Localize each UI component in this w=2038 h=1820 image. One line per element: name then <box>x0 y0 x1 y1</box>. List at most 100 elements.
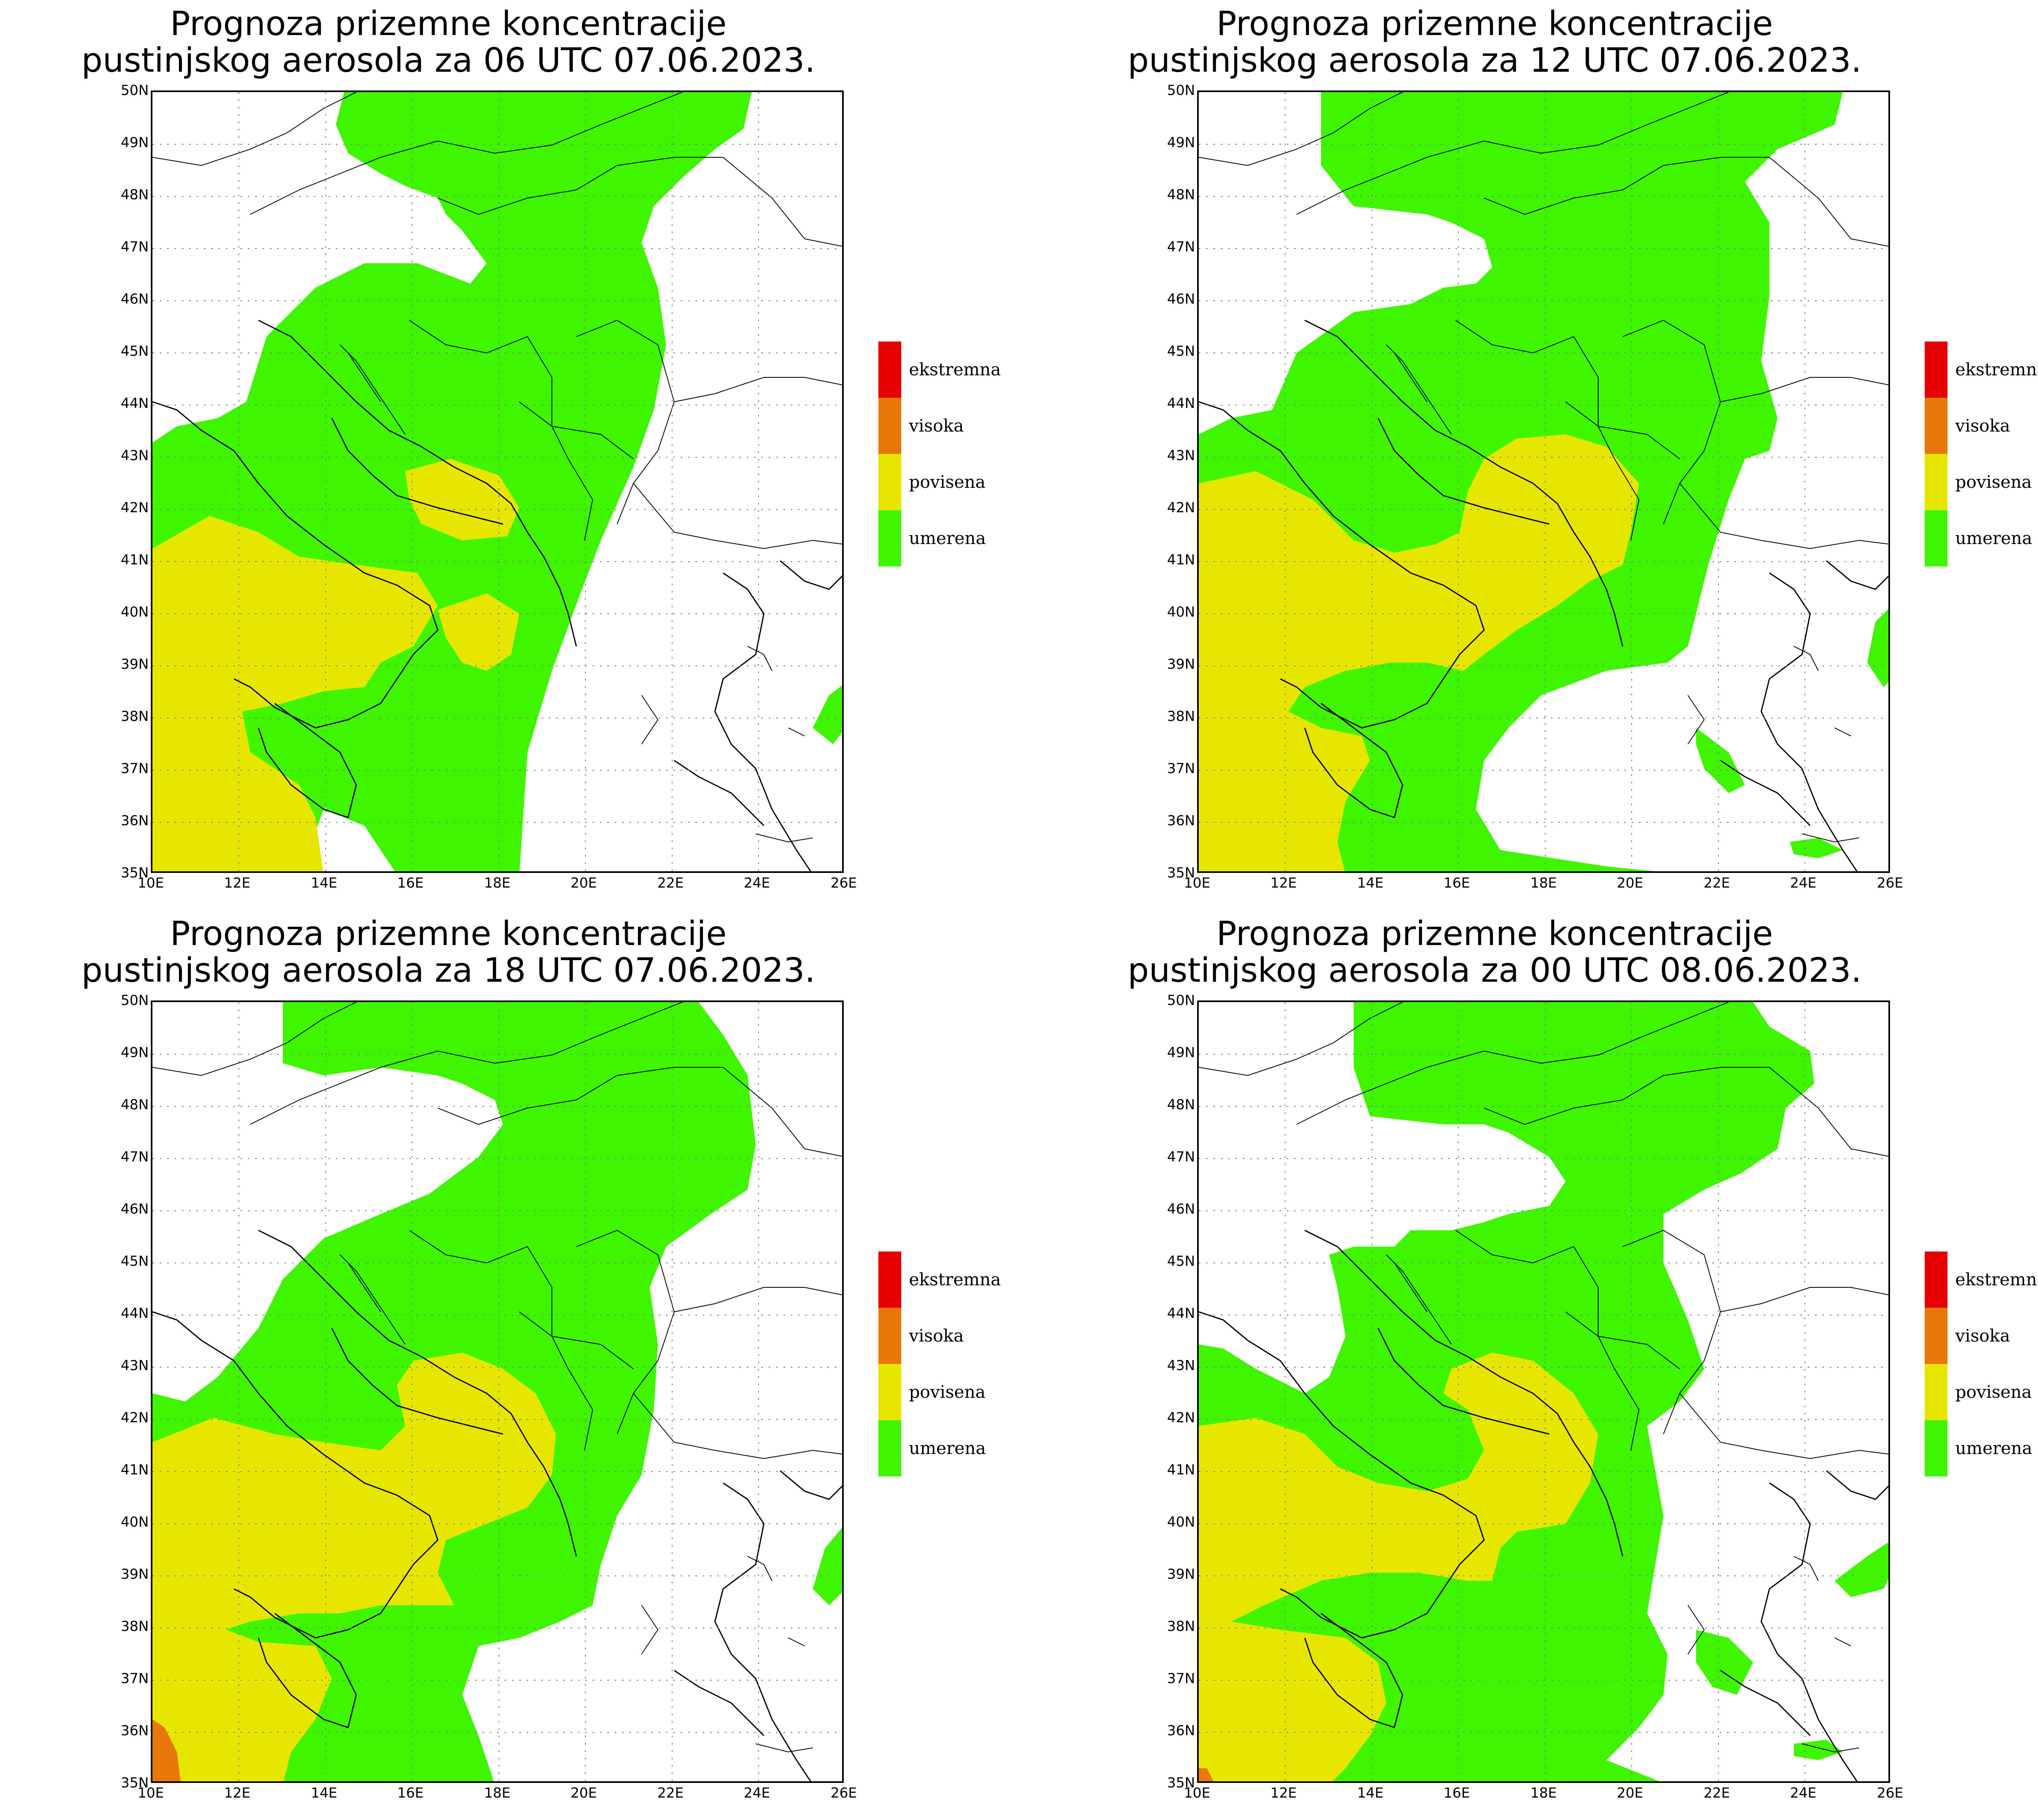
lat-label: 38N <box>121 1618 149 1635</box>
panel-title-line1: Prognoza prizemne koncentracije <box>1216 4 1773 43</box>
lon-label: 16E <box>1443 875 1470 891</box>
lon-label: 20E <box>570 1785 597 1801</box>
islands <box>340 344 813 843</box>
legend-label-ekstremna: ekstremna <box>1955 359 2038 379</box>
lat-label: 46N <box>121 1201 149 1217</box>
lat-label: 44N <box>121 1305 149 1322</box>
borders <box>1199 1002 1888 1459</box>
legend-label-visoka: visoka <box>1955 416 2010 436</box>
lat-label: 38N <box>1167 708 1195 725</box>
borders <box>152 92 842 549</box>
panel-title-line2: pustinjskog aerosola za 12 UTC 07.06.202… <box>1127 41 1862 80</box>
legend-swatch-umerena <box>878 1420 901 1476</box>
lat-label: 44N <box>1167 395 1195 412</box>
lat-label: 50N <box>121 992 149 1009</box>
lon-label: 10E <box>1184 875 1211 891</box>
lon-label: 10E <box>137 1785 164 1801</box>
lat-label: 41N <box>1167 552 1195 568</box>
legend-label-umerena: umerena <box>1955 1438 2032 1458</box>
lon-label: 18E <box>1530 875 1557 891</box>
lat-label: 44N <box>1167 1305 1195 1322</box>
lon-label: 12E <box>1270 875 1297 891</box>
lon-label: 24E <box>1790 875 1817 891</box>
panel-title-line2: pustinjskog aerosola za 06 UTC 07.06.202… <box>81 41 816 80</box>
legend-label-ekstremna: ekstremna <box>909 359 1001 379</box>
legend-label-visoka: visoka <box>909 416 964 436</box>
lon-label: 12E <box>224 1785 251 1801</box>
lat-label: 35N <box>1167 865 1195 881</box>
lat-label: 49N <box>1167 134 1195 151</box>
lat-label: 41N <box>121 552 149 568</box>
legend-label-povisena: povisena <box>1955 1382 2032 1402</box>
lat-label: 47N <box>1167 1149 1195 1165</box>
lat-label: 42N <box>121 1410 149 1426</box>
lon-label: 26E <box>830 875 857 891</box>
lon-label: 20E <box>570 875 597 891</box>
lon-label: 14E <box>1357 875 1384 891</box>
legend-swatch-povisena <box>1925 454 1948 510</box>
legend-label-ekstremna: ekstremna <box>1955 1269 2038 1289</box>
legend-swatch-ekstremna <box>1925 1252 1948 1308</box>
lon-label: 18E <box>484 875 511 891</box>
legend-swatch-visoka <box>1925 398 1948 454</box>
lat-label: 35N <box>1167 1775 1195 1791</box>
umerena-crete <box>1794 1740 1843 1760</box>
legend-swatch-ekstremna <box>878 1252 901 1308</box>
lat-label: 36N <box>1167 813 1195 829</box>
lat-label: 40N <box>121 604 149 620</box>
coastlines <box>1199 1229 1888 1781</box>
legend-label-ekstremna: ekstremna <box>909 1269 1001 1289</box>
legend-label-povisena: povisena <box>909 472 986 492</box>
lat-label: 48N <box>1167 187 1195 203</box>
lon-label: 22E <box>657 1785 684 1801</box>
lat-label: 50N <box>1167 82 1195 99</box>
umerena-small-east <box>813 685 842 744</box>
lon-label: 20E <box>1617 1785 1643 1801</box>
lat-label: 35N <box>121 1775 149 1791</box>
lat-label: 42N <box>1167 1410 1195 1426</box>
borders <box>152 1002 842 1459</box>
legend-swatch-povisena <box>1925 1364 1948 1420</box>
forecast-map <box>151 90 844 873</box>
lat-label: 42N <box>121 500 149 516</box>
lat-label: 49N <box>121 134 149 151</box>
lat-label: 45N <box>121 343 149 359</box>
legend-label-povisena: povisena <box>909 1382 986 1402</box>
lat-label: 37N <box>121 760 149 777</box>
lon-label: 20E <box>1617 875 1643 891</box>
legend-swatch-ekstremna <box>1925 342 1948 398</box>
visoka-corner <box>152 1719 181 1781</box>
lat-label: 45N <box>121 1253 149 1269</box>
lat-label: 45N <box>1167 343 1195 359</box>
lat-label: 38N <box>1167 1618 1195 1635</box>
islands <box>1386 1254 1859 1753</box>
lat-label: 39N <box>121 656 149 672</box>
forecast-panel-12utc: Prognoza prizemne koncentracije pustinjs… <box>1046 0 2038 910</box>
lat-label: 35N <box>121 865 149 881</box>
forecast-map <box>1197 1000 1890 1783</box>
islands <box>1386 344 1859 843</box>
panel-title-line1: Prognoza prizemne koncentracije <box>170 4 727 43</box>
panel-title-line1: Prognoza prizemne koncentracije <box>1216 914 1773 953</box>
panel-title-line2: pustinjskog aerosola za 18 UTC 07.06.202… <box>81 951 816 990</box>
lat-label: 37N <box>1167 760 1195 777</box>
lat-label: 48N <box>121 187 149 203</box>
lon-label: 10E <box>1184 1785 1211 1801</box>
legend-swatch-visoka <box>878 398 901 454</box>
islands <box>340 1254 813 1753</box>
lat-label: 46N <box>121 291 149 307</box>
lat-label: 49N <box>1167 1044 1195 1061</box>
legend-swatch-ekstremna <box>878 342 901 398</box>
lon-label: 14E <box>311 875 337 891</box>
povisena-region <box>1199 434 1639 871</box>
lat-label: 46N <box>1167 1201 1195 1217</box>
forecast-map <box>151 1000 844 1783</box>
lat-label: 39N <box>121 1566 149 1582</box>
forecast-panel-00utc: Prognoza prizemne koncentracije pustinjs… <box>1046 910 2038 1820</box>
lon-label: 10E <box>137 875 164 891</box>
lon-label: 26E <box>830 1785 857 1801</box>
lat-label: 44N <box>121 395 149 412</box>
panel-title-line1: Prognoza prizemne koncentracije <box>170 914 727 953</box>
lat-label: 47N <box>121 239 149 255</box>
lat-label: 38N <box>121 708 149 725</box>
